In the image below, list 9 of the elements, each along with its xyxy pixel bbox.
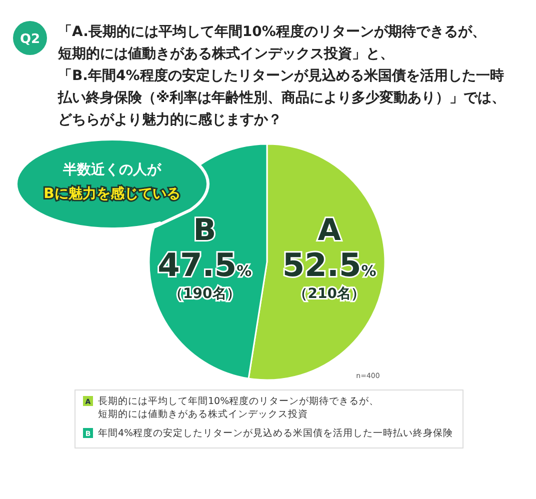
text: 長期的には平均して年間10%程度のリターンが期待できるが、短期的には値動きがある株式インデックス投資 <box>98 395 380 420</box>
text: 年間4%程度の安定したリターンが見込める米国債を活用した一時払い終身保険 <box>98 427 454 439</box>
data-label: 47.5% （190名） <box>158 246 252 302</box>
chart-title: 「A.長期的には平均して年間10%程度のリターンが期待できるが、短期的には値動きがある株式インデックス投資」と、「B.年間4%程度の安定したリターンが見込める米国債を活用した一時払い終身保険（※利率は年齢性別、商品により多少変動あり）」では、どちらがより魅力的に感じますか？ <box>57 23 506 128</box>
slice-label: A <box>318 213 342 248</box>
data-label: 52.5% （210名） <box>282 246 376 302</box>
q2-badge: Q2 <box>13 21 47 55</box>
slice-label: B <box>193 213 216 248</box>
text: 半数近くの人が Bに魅力を感じている <box>44 161 180 202</box>
